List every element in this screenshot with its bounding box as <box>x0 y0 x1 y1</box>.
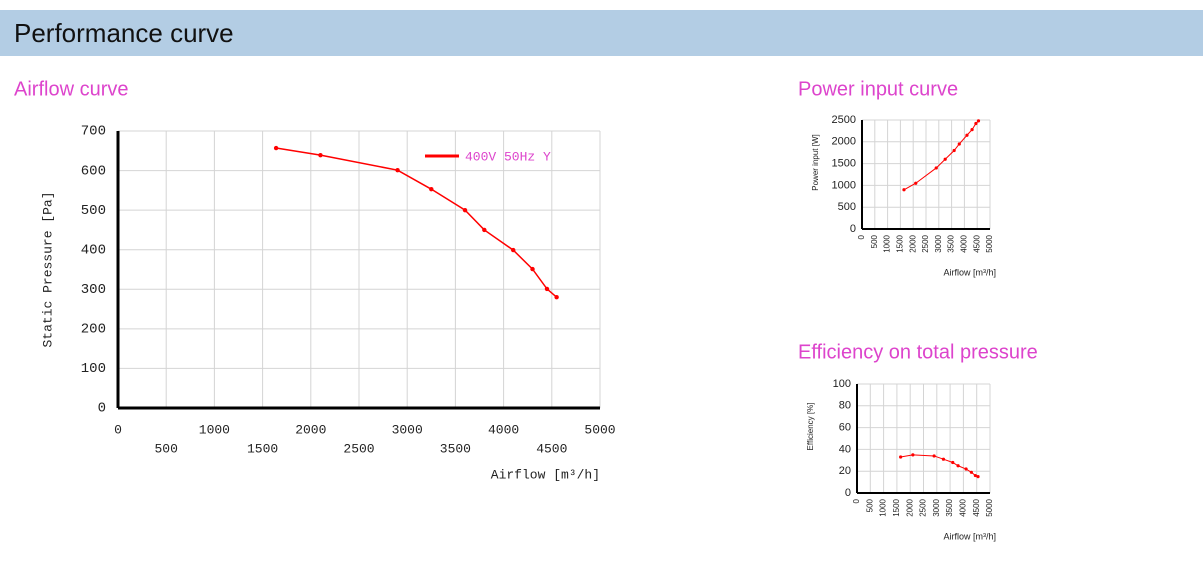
x-axis-title: Airflow [m³/h] <box>943 267 996 277</box>
data-point <box>395 167 400 173</box>
chart-title: Airflow curve <box>14 78 128 100</box>
x-tick-label: 3500 <box>440 441 471 456</box>
y-tick-label: 60 <box>839 422 851 434</box>
x-tick-label: 3500 <box>947 234 956 252</box>
y-axis-title: Static Pressure [Pa] <box>40 191 55 347</box>
y-tick-label: 0 <box>850 223 856 235</box>
data-point <box>969 470 973 474</box>
data-point <box>974 121 978 126</box>
x-tick-label: 4000 <box>488 422 519 437</box>
x-tick-label: 3000 <box>392 422 423 437</box>
data-point <box>970 127 974 132</box>
data-point <box>973 473 977 478</box>
x-tick-label: 1500 <box>896 234 905 252</box>
x-tick-label: 2000 <box>905 498 914 516</box>
x-tick-label: 500 <box>870 234 879 248</box>
x-axis-title: Airflow [m³/h] <box>943 531 996 541</box>
legend-label: 400V 50Hz Y <box>465 149 551 164</box>
x-tick-label: 5000 <box>584 422 615 437</box>
x-tick-label: 500 <box>865 498 874 512</box>
x-tick-label: 1500 <box>247 441 278 456</box>
y-axis-title: Power input [W] <box>811 134 820 190</box>
y-tick-label: 400 <box>81 242 106 258</box>
y-tick-label: 700 <box>81 124 106 140</box>
x-tick-label: 1000 <box>883 234 892 252</box>
x-tick-label: 2500 <box>919 498 928 516</box>
y-tick-label: 1000 <box>832 179 856 191</box>
data-point <box>941 457 946 461</box>
data-point <box>318 152 323 158</box>
data-point <box>902 188 906 192</box>
data-point <box>511 247 516 253</box>
x-tick-label: 5000 <box>985 234 994 252</box>
x-tick-label: 4500 <box>972 498 981 516</box>
x-axis-title: Airflow [m³/h] <box>491 467 600 482</box>
y-tick-label: 2500 <box>832 114 856 126</box>
data-point <box>964 467 968 471</box>
data-point <box>273 145 279 151</box>
x-tick-label: 1000 <box>879 498 888 516</box>
data-point <box>554 295 559 300</box>
x-tick-label: 0 <box>114 422 122 437</box>
x-tick-label: 4000 <box>959 498 968 516</box>
data-point <box>932 454 936 458</box>
y-tick-label: 2000 <box>832 136 856 148</box>
data-point <box>914 181 918 185</box>
x-tick-label: 500 <box>154 441 177 456</box>
data-point <box>976 119 981 123</box>
data-point <box>482 227 487 233</box>
y-tick-label: 200 <box>81 322 106 338</box>
x-tick-label: 4500 <box>536 441 567 456</box>
x-tick-label: 3000 <box>932 498 941 516</box>
y-tick-label: 20 <box>839 465 851 477</box>
x-tick-label: 4500 <box>972 234 981 252</box>
data-point <box>943 157 947 161</box>
y-tick-label: 0 <box>98 401 106 417</box>
x-tick-label: 1000 <box>199 422 230 437</box>
data-point <box>911 453 915 457</box>
y-tick-label: 600 <box>81 163 106 179</box>
data-point <box>951 460 955 465</box>
data-point <box>956 464 960 468</box>
series-line <box>275 147 558 298</box>
y-tick-label: 500 <box>838 201 856 213</box>
x-tick-label: 0 <box>852 498 861 503</box>
y-tick-label: 1500 <box>832 158 856 170</box>
y-tick-label: 80 <box>839 400 851 412</box>
y-tick-label: 40 <box>839 443 851 455</box>
data-point <box>530 266 535 272</box>
y-tick-label: 0 <box>845 487 851 499</box>
y-tick-label: 100 <box>81 361 106 377</box>
series-line <box>900 454 979 478</box>
data-point <box>934 166 938 170</box>
page-title: Performance curve <box>14 18 234 48</box>
y-tick-label: 500 <box>81 203 106 219</box>
x-tick-label: 3500 <box>945 498 954 516</box>
series-line <box>903 120 979 191</box>
y-axis-title: Efficiency [%] <box>806 403 815 451</box>
x-tick-label: 5000 <box>985 498 994 516</box>
y-tick-label: 100 <box>833 378 851 390</box>
x-tick-label: 0 <box>857 234 866 239</box>
x-tick-label: 2000 <box>908 234 917 252</box>
data-point <box>957 142 961 146</box>
data-point <box>976 475 980 479</box>
x-tick-label: 3000 <box>934 234 943 252</box>
x-tick-label: 4000 <box>960 234 969 252</box>
chart-title: Power input curve <box>798 78 958 100</box>
data-point <box>544 286 550 292</box>
x-tick-label: 2000 <box>295 422 326 437</box>
y-tick-label: 300 <box>81 282 106 298</box>
x-tick-label: 2500 <box>921 234 930 252</box>
data-point <box>462 207 468 213</box>
data-point <box>965 133 969 137</box>
x-tick-label: 2500 <box>343 441 374 456</box>
header-band <box>0 10 1203 56</box>
data-point <box>899 455 903 459</box>
data-point <box>952 148 956 153</box>
data-point <box>429 186 434 192</box>
x-tick-label: 1500 <box>892 498 901 516</box>
chart-title: Efficiency on total pressure <box>798 341 1038 363</box>
